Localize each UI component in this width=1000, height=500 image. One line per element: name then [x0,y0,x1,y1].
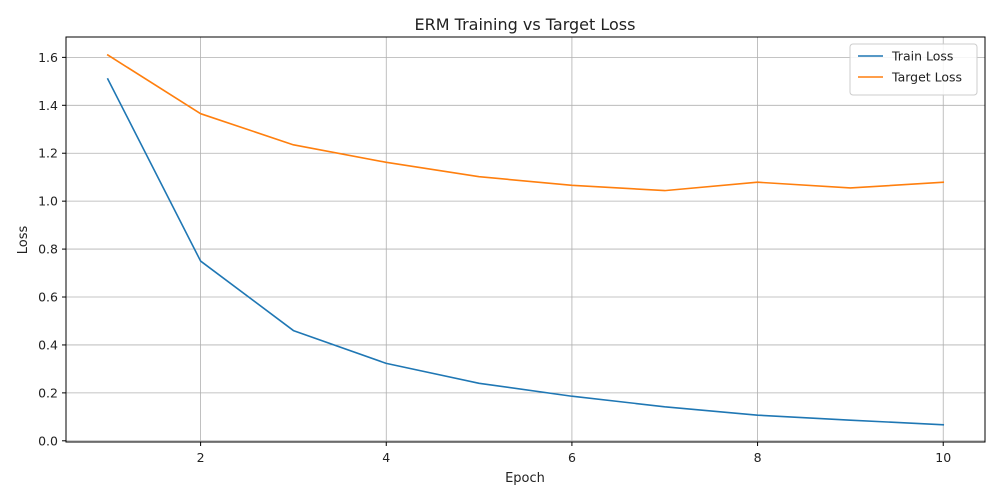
y-tick-label: 0.2 [38,385,58,400]
x-tick-label: 4 [382,450,390,465]
grid-lines [66,37,985,442]
x-tick-label: 6 [568,450,576,465]
x-tick-label: 10 [935,450,951,465]
y-axis-label: Loss [16,226,31,255]
series-line-train-loss [106,77,945,426]
y-tick-label: 0.0 [38,433,58,448]
y-tick-label: 0.4 [38,337,58,352]
y-tick-label: 1.0 [38,194,58,209]
y-tick-label: 0.6 [38,290,58,305]
legend: Train Loss Target Loss [849,43,978,96]
y-tick-label: 1.2 [38,146,58,161]
y-axis: 0.0 0.2 0.4 0.6 0.8 1.0 1.2 1.4 1.6 [38,50,66,448]
series-line-target-loss [106,53,945,192]
x-tick-label: 8 [754,450,762,465]
x-tick-label: 2 [197,450,205,465]
series-layer [106,53,945,426]
legend-label: Train Loss [891,49,953,64]
plot-frame [65,36,986,443]
legend-label: Target Loss [891,70,962,85]
chart-title: ERM Training vs Target Loss [415,15,636,34]
y-tick-label: 1.6 [38,50,58,65]
y-tick-label: 0.8 [38,242,58,257]
x-axis-label: Epoch [505,471,545,486]
y-tick-label: 1.4 [38,98,58,113]
x-axis: 2 4 6 8 10 [197,442,951,465]
